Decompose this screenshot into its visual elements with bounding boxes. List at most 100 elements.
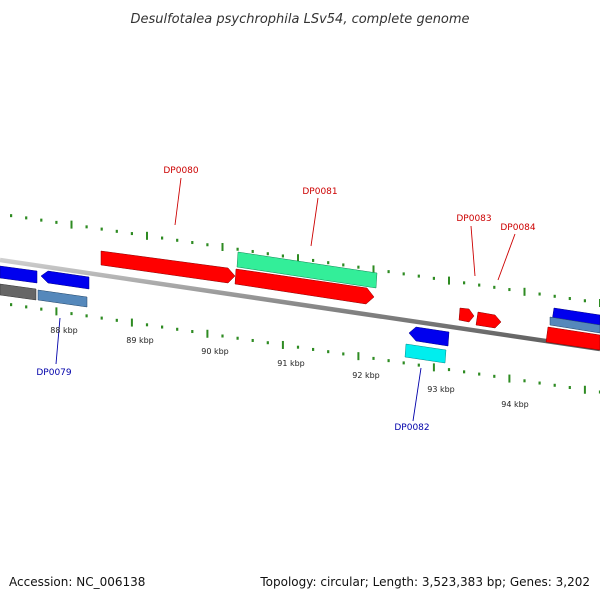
- minor-tick: [161, 236, 164, 240]
- minor-tick: [85, 225, 88, 229]
- minor-tick: [251, 249, 254, 253]
- major-tick: [70, 220, 73, 229]
- minor-tick: [327, 261, 330, 265]
- minor-tick: [55, 220, 58, 224]
- minor-tick: [402, 361, 405, 365]
- genome-backbone: [0, 257, 600, 352]
- minor-tick: [312, 258, 315, 262]
- minor-tick: [100, 316, 103, 320]
- minor-tick: [417, 274, 420, 278]
- accession-text: Accession: NC_006138: [9, 575, 145, 589]
- major-tick: [357, 352, 360, 361]
- tick-row-upper: [10, 214, 600, 307]
- minor-tick: [598, 390, 600, 394]
- minor-tick: [463, 281, 466, 285]
- gene-feature-forward[interactable]: [234, 268, 375, 305]
- major-tick: [281, 340, 284, 349]
- major-tick: [297, 254, 299, 263]
- minor-tick: [478, 283, 481, 287]
- gene-feature-reverse[interactable]: [0, 265, 38, 284]
- major-tick: [146, 231, 148, 240]
- gene-feature-dp0082[interactable]: [404, 343, 447, 364]
- minor-tick: [236, 336, 239, 340]
- minor-tick: [25, 305, 28, 309]
- minor-tick: [568, 386, 571, 390]
- minor-tick: [25, 216, 28, 220]
- minor-tick: [432, 276, 435, 280]
- gene-label-dp0080[interactable]: DP0080: [163, 166, 199, 176]
- minor-tick: [342, 352, 345, 356]
- minor-tick: [206, 243, 209, 247]
- minor-tick: [266, 252, 269, 256]
- gene-label-dp0079[interactable]: DP0079: [36, 368, 72, 378]
- map-title: Desulfotalea psychrophila LSv54, complet…: [130, 12, 469, 27]
- major-tick: [448, 276, 450, 285]
- minor-tick: [161, 325, 164, 329]
- gene-label-dp0082[interactable]: DP0082: [394, 423, 429, 433]
- minor-tick: [478, 372, 481, 376]
- tick-label-89: 89 kbp: [126, 336, 154, 345]
- minor-tick: [387, 359, 390, 363]
- minor-tick: [236, 247, 239, 251]
- minor-tick: [145, 323, 149, 327]
- minor-tick: [357, 265, 360, 269]
- major-tick: [523, 287, 526, 296]
- major-tick: [130, 318, 133, 327]
- minor-tick: [115, 229, 118, 233]
- minor-tick: [553, 294, 556, 298]
- gene-features: [0, 250, 600, 364]
- tick-label-88: 88 kbp: [50, 326, 78, 335]
- gene-feature-dp0083[interactable]: [458, 307, 475, 323]
- minor-tick: [130, 232, 133, 236]
- minor-tick: [447, 368, 451, 372]
- minor-tick: [266, 341, 269, 345]
- minor-tick: [221, 334, 224, 338]
- gene-feature-steel[interactable]: [37, 289, 88, 308]
- minor-tick: [417, 363, 420, 367]
- tick-label-92: 92 kbp: [352, 371, 380, 380]
- minor-tick: [553, 383, 556, 387]
- minor-tick: [281, 254, 284, 258]
- minor-tick: [387, 270, 390, 274]
- major-tick: [55, 307, 58, 316]
- minor-tick: [508, 288, 511, 292]
- major-tick: [206, 329, 209, 338]
- minor-tick: [176, 327, 179, 331]
- minor-tick: [327, 350, 330, 354]
- gene-feature-gray[interactable]: [0, 283, 37, 301]
- minor-tick: [463, 370, 466, 374]
- gene-feature-dp0081[interactable]: [236, 251, 378, 289]
- minor-tick: [40, 307, 43, 311]
- gene-feature-reverse[interactable]: [408, 326, 450, 347]
- minor-tick: [523, 379, 526, 383]
- minor-tick: [568, 297, 571, 301]
- minor-tick: [342, 263, 345, 267]
- major-tick: [221, 243, 224, 251]
- minor-tick: [372, 356, 375, 360]
- minor-tick: [115, 318, 118, 322]
- major-tick: [432, 363, 435, 372]
- gene-feature-dp0079[interactable]: [40, 270, 90, 290]
- minor-tick: [493, 374, 496, 378]
- gene-label-dp0081[interactable]: DP0081: [302, 187, 337, 197]
- gene-label-dp0083[interactable]: DP0083: [456, 214, 491, 224]
- tick-row-lower: [10, 303, 600, 394]
- tick-label-94: 94 kbp: [501, 400, 529, 409]
- gene-feature-forward[interactable]: [545, 326, 600, 351]
- minor-tick: [493, 285, 496, 289]
- gene-feature-steel[interactable]: [549, 316, 600, 334]
- label-leaders: [55, 177, 516, 422]
- minor-tick: [312, 347, 315, 351]
- minor-tick: [85, 314, 88, 318]
- gene-feature-dp0080[interactable]: [100, 250, 236, 284]
- major-tick: [508, 374, 511, 383]
- gene-label-dp0084[interactable]: DP0084: [500, 223, 536, 233]
- minor-tick: [251, 338, 254, 342]
- tick-label-91: 91 kbp: [277, 359, 305, 368]
- minor-tick: [191, 241, 194, 245]
- minor-tick: [296, 345, 300, 349]
- minor-tick: [538, 292, 541, 296]
- gene-feature-dp0084[interactable]: [475, 311, 502, 329]
- minor-tick: [402, 272, 405, 276]
